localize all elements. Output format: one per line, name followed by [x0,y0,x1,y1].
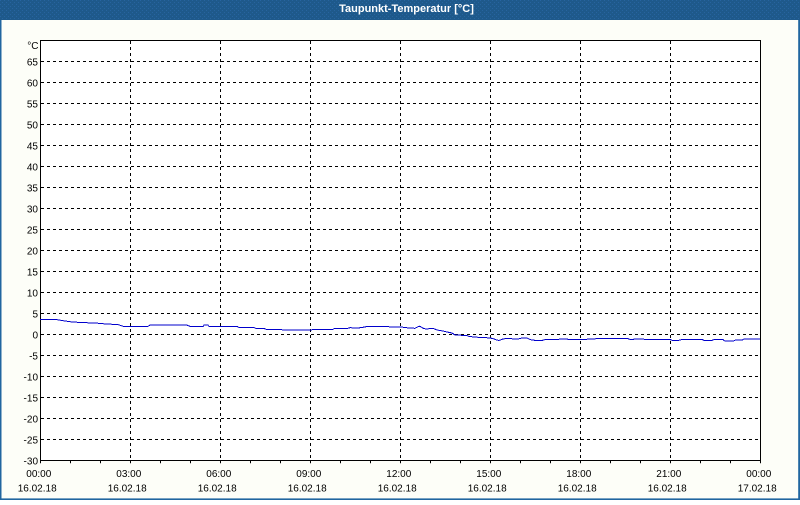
svg-text:21:00: 21:00 [656,469,681,480]
svg-text:35: 35 [27,184,39,195]
svg-text:15:00: 15:00 [476,469,501,480]
svg-text:20: 20 [27,247,39,258]
svg-text:18:00: 18:00 [566,469,591,480]
svg-text:Taupunkt-Temperatur [°C]: Taupunkt-Temperatur [°C] [339,3,474,15]
svg-text:-15: -15 [24,394,39,405]
svg-text:16.02.18: 16.02.18 [648,484,687,495]
svg-text:5: 5 [32,310,38,321]
svg-text:16.02.18: 16.02.18 [288,484,327,495]
svg-text:16.02.18: 16.02.18 [108,484,147,495]
svg-text:17.02.18: 17.02.18 [738,484,777,495]
svg-text:16.02.18: 16.02.18 [558,484,597,495]
svg-text:-25: -25 [24,436,39,447]
svg-text:°C: °C [27,41,38,52]
svg-text:16.02.18: 16.02.18 [468,484,507,495]
svg-text:45: 45 [27,142,39,153]
svg-text:09:00: 09:00 [296,469,321,480]
svg-text:65: 65 [27,58,39,69]
svg-text:-10: -10 [24,373,39,384]
svg-text:60: 60 [27,79,39,90]
svg-text:55: 55 [27,100,39,111]
svg-text:-5: -5 [29,352,38,363]
svg-text:16.02.18: 16.02.18 [378,484,417,495]
svg-text:40: 40 [27,163,39,174]
svg-text:00:00: 00:00 [746,469,771,480]
svg-text:12:00: 12:00 [386,469,411,480]
svg-text:03:00: 03:00 [116,469,141,480]
svg-text:50: 50 [27,121,39,132]
svg-text:15: 15 [27,268,39,279]
svg-text:-30: -30 [24,457,39,468]
svg-text:16.02.18: 16.02.18 [18,484,57,495]
svg-text:06:00: 06:00 [206,469,231,480]
svg-text:-20: -20 [24,415,39,426]
svg-text:16.02.18: 16.02.18 [198,484,237,495]
svg-text:25: 25 [27,226,39,237]
svg-text:10: 10 [27,289,39,300]
svg-text:0: 0 [32,331,38,342]
svg-text:00:00: 00:00 [26,469,51,480]
svg-text:30: 30 [27,205,39,216]
